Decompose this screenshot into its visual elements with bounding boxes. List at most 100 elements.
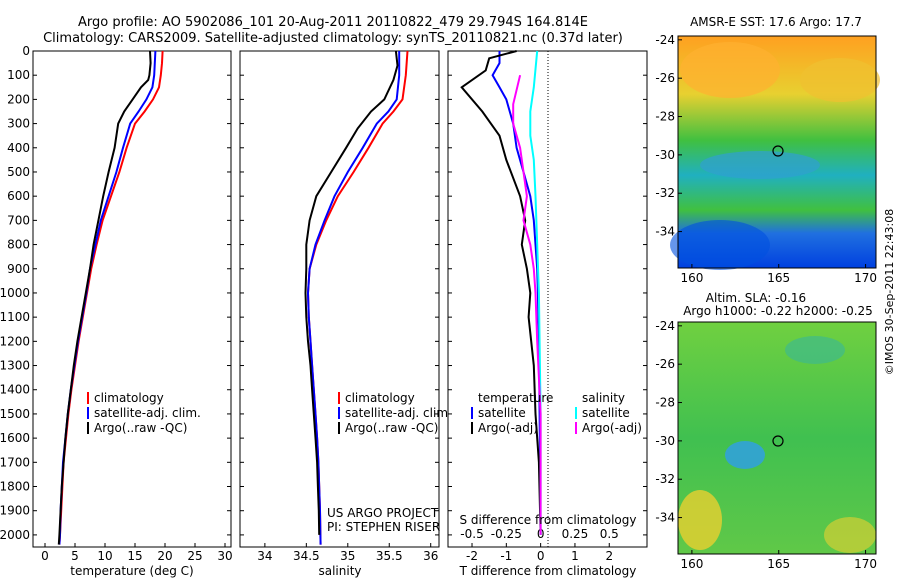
depth-tick-label: 1500 [0, 407, 30, 421]
x-tick-label: 2 [605, 549, 613, 563]
series-line-argo-raw-qc [304, 50, 399, 535]
depth-axis: 0 100 200 300 400 500 600 700 800 900 1000 1100 1200… [0, 44, 231, 542]
depth-tick-label: 1900 [0, 504, 30, 518]
x-tick-label: -2 [466, 549, 478, 563]
lat-tick-label: -30 [655, 148, 675, 162]
legend-temp-satellite: satellite [478, 406, 526, 420]
sla-map-frame [677, 321, 877, 555]
depth-tick-label: 100 [7, 68, 30, 82]
lon-tick-label: 165 [767, 557, 790, 571]
title-line1: Argo profile: AO 5902086_101 20-Aug-2011… [78, 15, 588, 30]
depth-tick-label: 1700 [0, 455, 30, 469]
salinity-xlabel: salinity [318, 564, 361, 578]
x-tick-label: 20 [157, 549, 172, 563]
legend-climatology: climatology [94, 391, 164, 405]
depth-tick-label: 700 [7, 213, 30, 227]
lat-tick-label: -24 [655, 319, 675, 333]
depth-tick-label: 200 [7, 92, 30, 106]
salinity-axes-frame [239, 50, 440, 548]
salinity-legend: climatology satellite-adj. clim. Argo(..… [338, 391, 452, 435]
sst-map: AMSR-E SST: 17.6 Argo: 17.7 -24 -26 -28 -30… [655, 15, 880, 285]
depth-tick-label: 1400 [0, 383, 30, 397]
salinity-x-axis: 34 34.5 35 35.5 36 [257, 543, 438, 563]
credit-stamp: ©IMOS 30-Sep-2011 22:43:08 [883, 209, 896, 375]
sla-map: Altim. SLA: -0.16 Argo h1000: -0.22 h200… [655, 291, 877, 571]
sst-cool-patch [700, 151, 820, 179]
lat-tick-label: -24 [655, 33, 675, 47]
legend-temp-argo: Argo(-adj) [478, 421, 538, 435]
series-line-satellite-adj-clim [306, 51, 401, 545]
x2-tick-label: 0.25 [562, 527, 589, 541]
depth-tick-label: 300 [7, 117, 30, 131]
x-tick-label: 25 [187, 549, 202, 563]
legend-sal-argo: Argo(-adj) [582, 421, 642, 435]
difference-panel: -2 -1 0 1 2-0.5 -0.25 0 0.25 0.5 S difference fr… [447, 50, 648, 578]
sst-map-frame [677, 35, 877, 269]
x2-tick-label: -0.5 [460, 527, 483, 541]
x-tick-label: 35.5 [376, 549, 403, 563]
depth-tick-label: 1300 [0, 359, 30, 373]
sst-cold-patch [670, 220, 770, 270]
x-tick-label: 1 [571, 549, 579, 563]
depth-tick-label: 400 [7, 141, 30, 155]
sst-warm-patch [680, 42, 780, 98]
series-line-salinity-argo-adj [512, 74, 542, 535]
legend-salinity-heading: salinity [582, 391, 625, 405]
lon-tick-label: 165 [767, 271, 790, 285]
lat-tick-label: -32 [655, 472, 675, 486]
lat-tick-label: -28 [655, 396, 675, 410]
lat-tick-label: -34 [655, 225, 675, 239]
depth-tick-label: 1100 [0, 310, 30, 324]
temperature-legend: climatology satellite-adj. clim. Argo(..… [87, 391, 201, 435]
lon-tick-label: 170 [854, 271, 877, 285]
x-tick-label: 10 [97, 549, 112, 563]
x-tick-label: 0 [537, 549, 545, 563]
salinity-y-ticks [240, 50, 439, 536]
depth-tick-label: 500 [7, 165, 30, 179]
difference-y-ticks [448, 50, 647, 536]
x-tick-label: 34 [257, 549, 272, 563]
x-tick-label: 35 [340, 549, 355, 563]
lat-tick-label: -30 [655, 434, 675, 448]
x-tick-label: 34.5 [293, 549, 320, 563]
legend-satellite: satellite-adj. clim. [94, 406, 201, 420]
lat-tick-label: -26 [655, 71, 675, 85]
depth-tick-label: 1800 [0, 480, 30, 494]
depth-tick-label: 900 [7, 262, 30, 276]
sla-high-patch [678, 490, 722, 550]
series-line-temperature-argo-adj [460, 50, 542, 535]
depth-tick-label: 800 [7, 238, 30, 252]
series-line-argo-raw-qc [57, 50, 152, 545]
x-tick-label: 30 [217, 549, 232, 563]
salinity-difference-xlabel: S difference from climatology [460, 513, 637, 527]
sst-map-axes: -24 -26 -28 -30 -32 -34 160 165 170 [655, 33, 877, 285]
salinity-panel: 34 34.5 35 35.5 36 salinity climatology sate… [239, 50, 452, 578]
depth-tick-label: 600 [7, 189, 30, 203]
sla-low-patch [785, 336, 845, 364]
difference-x-axis: -2 -1 0 1 2-0.5 -0.25 0 0.25 0.5 [460, 527, 618, 563]
sla-map-subtitle: Argo h1000: -0.22 h2000: -0.25 [683, 304, 873, 318]
lon-tick-label: 160 [680, 557, 703, 571]
difference-legend: temperature satellite Argo(-adj) salinit… [471, 391, 642, 435]
sla-map-title: Altim. SLA: -0.16 [706, 291, 806, 305]
x2-tick-label: 0.5 [600, 527, 619, 541]
legend-temperature-heading: temperature [478, 391, 553, 405]
lon-tick-label: 160 [680, 271, 703, 285]
temperature-x-axis: 0 5 10 15 20 25 30 [41, 543, 233, 563]
salinity-series [304, 50, 409, 545]
depth-tick-label: 1600 [0, 431, 30, 445]
sla-high-patch [824, 517, 876, 553]
lat-tick-label: -26 [655, 357, 675, 371]
legend-climatology: climatology [345, 391, 415, 405]
temperature-difference-xlabel: T difference from climatology [459, 564, 637, 578]
x-tick-label: 0 [41, 549, 49, 563]
x-tick-label: 36 [423, 549, 438, 563]
title-line2: Climatology: CARS2009. Satellite-adjuste… [43, 31, 623, 46]
project-pi: PI: STEPHEN RISER [327, 520, 440, 534]
sla-float-marker [772, 435, 784, 447]
project-name: US ARGO PROJECT [327, 506, 439, 520]
sst-warm-patch [800, 58, 880, 102]
temperature-series [57, 50, 164, 545]
x2-tick-label: -0.25 [491, 527, 522, 541]
